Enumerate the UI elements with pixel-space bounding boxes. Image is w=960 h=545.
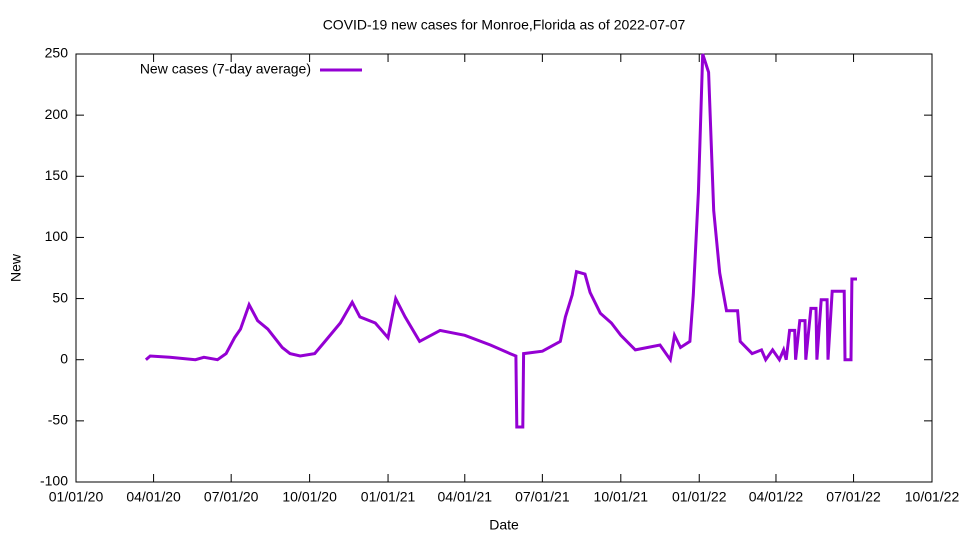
x-tick-label: 07/01/22 bbox=[826, 489, 881, 505]
chart-title: COVID-19 new cases for Monroe,Florida as… bbox=[323, 17, 686, 33]
x-tick-label: 01/01/22 bbox=[672, 489, 727, 505]
y-tick-label: 150 bbox=[45, 167, 69, 183]
x-tick-label: 01/01/20 bbox=[49, 489, 104, 505]
x-tick-label: 10/01/21 bbox=[594, 489, 649, 505]
y-tick-label: 0 bbox=[60, 350, 68, 366]
y-axis-label: New bbox=[8, 253, 24, 282]
x-axis-label: Date bbox=[489, 517, 519, 533]
x-tick-label: 04/01/22 bbox=[749, 489, 804, 505]
y-tick-label: 100 bbox=[45, 228, 69, 244]
y-tick-label: -100 bbox=[40, 473, 68, 489]
plot-frame bbox=[75, 53, 933, 483]
y-tick-label: 250 bbox=[45, 45, 69, 61]
x-tick-label: 07/01/20 bbox=[204, 489, 259, 505]
y-tick-label: 50 bbox=[52, 289, 68, 305]
x-tick-label: 07/01/21 bbox=[515, 489, 570, 505]
y-tick-label: 200 bbox=[45, 106, 69, 122]
data-line bbox=[144, 53, 857, 429]
x-tick-label: 04/01/20 bbox=[126, 489, 181, 505]
x-tick-label: 10/01/22 bbox=[905, 489, 960, 505]
legend-label: New cases (7-day average) bbox=[140, 61, 311, 77]
x-tick-label: 10/01/20 bbox=[282, 489, 337, 505]
y-tick-label: -50 bbox=[48, 412, 68, 428]
x-tick-label: 04/01/21 bbox=[438, 489, 493, 505]
x-tick-label: 01/01/21 bbox=[361, 489, 416, 505]
